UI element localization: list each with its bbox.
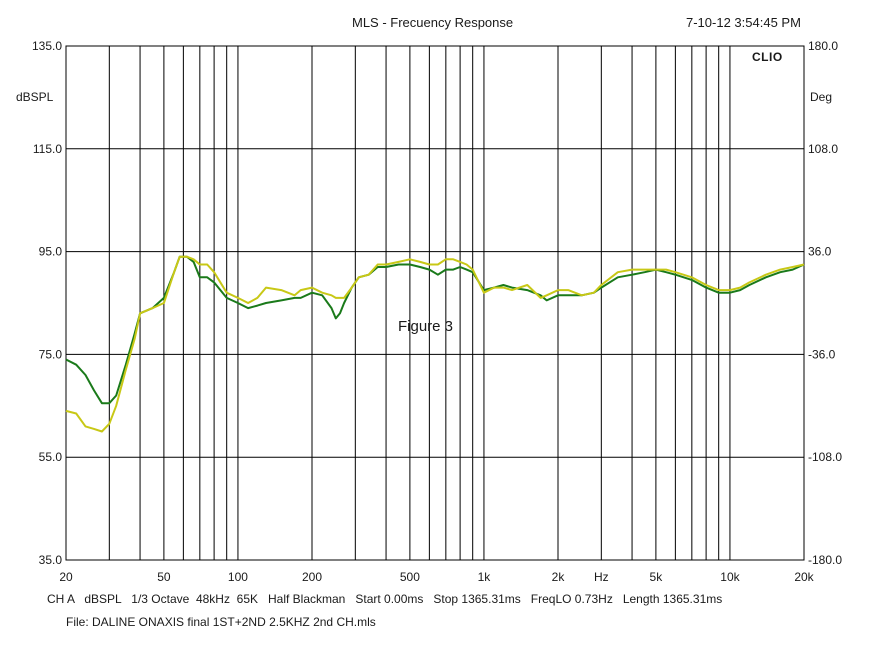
timestamp: 7-10-12 3:54:45 PM: [686, 15, 801, 30]
x-tick-label: 10k: [720, 570, 740, 584]
x-tick-label: 5k: [650, 570, 664, 584]
y2-tick-label: -108.0: [808, 450, 842, 464]
measurement-settings: CH A dBSPL 1/3 Octave 48kHz 65K Half Bla…: [47, 592, 723, 606]
y-tick-label: 135.0: [32, 39, 62, 53]
y2-tick-label: -180.0: [808, 553, 842, 567]
y-tick-label: 95.0: [39, 245, 63, 259]
y-tick-label: 115.0: [33, 142, 62, 156]
x-tick-label: 1k: [478, 570, 492, 584]
file-name: File: DALINE ONAXIS final 1ST+2ND 2.5KHZ…: [66, 615, 376, 629]
y2-tick-label: -36.0: [808, 347, 836, 361]
plot-frame: [65, 45, 805, 561]
x-tick-label: 200: [302, 570, 322, 584]
left-axis-unit: dBSPL: [16, 90, 54, 104]
clio-logo: CLIO: [752, 50, 783, 64]
yellow-response-line: [65, 255, 805, 433]
x-tick-label: 20k: [794, 570, 814, 584]
x-tick-label: 100: [228, 570, 248, 584]
y-tick-label: 35.0: [39, 553, 63, 567]
x-tick-label: Hz: [594, 570, 609, 584]
x-tick-label: 20: [59, 570, 73, 584]
y2-tick-label: 108.0: [808, 142, 838, 156]
x-tick-label: 50: [157, 570, 171, 584]
y2-tick-label: 180.0: [808, 39, 838, 53]
x-tick-label: 500: [400, 570, 420, 584]
y-tick-label: 55.0: [39, 450, 63, 464]
x-tick-label: 2k: [552, 570, 566, 584]
y2-tick-label: 36.0: [808, 245, 832, 259]
figure-annotation: Figure 3: [398, 318, 454, 335]
right-axis-unit: Deg: [810, 90, 833, 104]
chart-title: MLS - Frecuency Response: [352, 15, 514, 30]
y-tick-label: 75.0: [39, 347, 63, 361]
